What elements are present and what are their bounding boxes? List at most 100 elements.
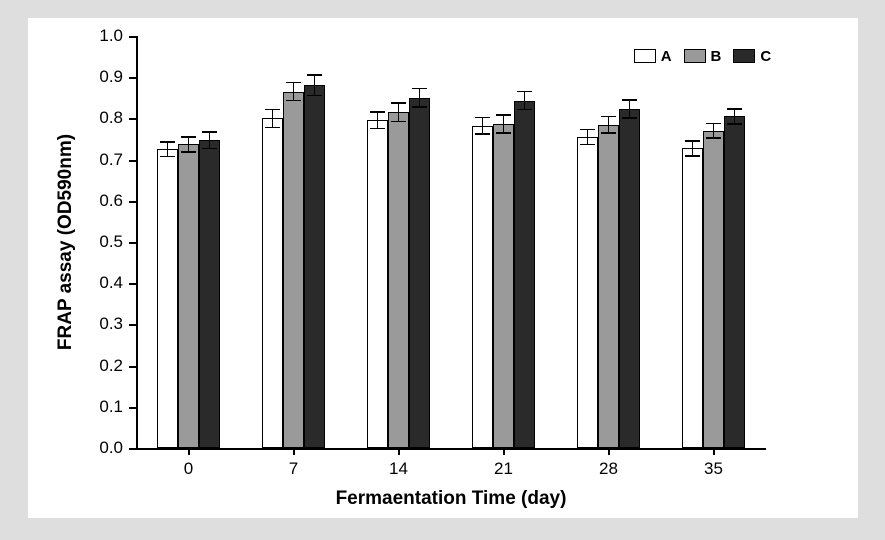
errorbar-cap	[475, 117, 490, 119]
errorbar-cap	[601, 132, 616, 134]
errorbar-stem	[503, 115, 505, 133]
x-tick	[713, 448, 715, 455]
errorbar-cap	[412, 106, 427, 108]
errorbar-stem	[734, 109, 736, 124]
y-tick-label: 0.4	[28, 273, 123, 293]
y-tick-label: 1.0	[28, 26, 123, 46]
errorbar-stem	[293, 83, 295, 101]
errorbar-stem	[398, 103, 400, 121]
bar-B	[493, 124, 514, 448]
y-tick	[129, 324, 136, 326]
errorbar-stem	[167, 142, 169, 157]
legend-swatch-A	[634, 49, 656, 63]
errorbar-cap	[286, 100, 301, 102]
bar-C	[619, 109, 640, 448]
errorbar-cap	[580, 129, 595, 131]
bar-A	[157, 149, 178, 448]
errorbar-cap	[580, 144, 595, 146]
x-tick	[608, 448, 610, 455]
y-tick-label: 0.9	[28, 67, 123, 87]
y-tick-label: 0.7	[28, 150, 123, 170]
y-tick-label: 0.5	[28, 232, 123, 252]
legend-swatch-B	[684, 49, 706, 63]
bar-A	[367, 120, 388, 448]
errorbar-stem	[692, 141, 694, 156]
errorbar-cap	[622, 117, 637, 119]
bar-B	[703, 131, 724, 448]
bar-B	[283, 92, 304, 448]
x-axis-line	[136, 448, 766, 450]
legend-label-A: A	[661, 48, 672, 65]
errorbar-cap	[706, 123, 721, 125]
bar-A	[577, 137, 598, 448]
errorbar-stem	[209, 132, 211, 148]
bar-A	[472, 126, 493, 448]
x-tick-label: 21	[494, 459, 513, 479]
x-tick-label: 28	[599, 459, 618, 479]
errorbar-cap	[685, 140, 700, 142]
bar-A	[262, 118, 283, 448]
bar-B	[178, 144, 199, 448]
x-tick-label: 0	[184, 459, 193, 479]
errorbar-cap	[181, 136, 196, 138]
x-tick	[188, 448, 190, 455]
x-tick-label: 7	[289, 459, 298, 479]
y-tick-label: 0.1	[28, 397, 123, 417]
errorbar-cap	[202, 148, 217, 150]
legend-swatch-C	[733, 49, 755, 63]
y-axis-line	[136, 36, 138, 450]
errorbar-stem	[377, 112, 379, 128]
y-tick-label: 0.0	[28, 438, 123, 458]
errorbar-cap	[160, 156, 175, 158]
errorbar-cap	[202, 131, 217, 133]
x-axis-label: Fermaentation Time (day)	[336, 488, 567, 510]
y-tick	[129, 366, 136, 368]
y-tick-label: 0.6	[28, 191, 123, 211]
legend-label-B: B	[711, 48, 722, 65]
errorbar-cap	[370, 111, 385, 113]
bar-C	[304, 85, 325, 448]
y-tick	[129, 118, 136, 120]
errorbar-stem	[419, 89, 421, 107]
x-tick	[293, 448, 295, 455]
bar-B	[388, 112, 409, 448]
errorbar-cap	[370, 128, 385, 130]
x-tick	[503, 448, 505, 455]
errorbar-cap	[265, 109, 280, 111]
errorbar-cap	[286, 82, 301, 84]
errorbar-stem	[314, 75, 316, 96]
y-tick	[129, 160, 136, 162]
errorbar-stem	[608, 116, 610, 132]
errorbar-cap	[181, 151, 196, 153]
errorbar-stem	[272, 109, 274, 127]
y-tick-label: 0.2	[28, 356, 123, 376]
legend-label-C: C	[760, 48, 771, 65]
errorbar-stem	[482, 118, 484, 134]
y-tick-label: 0.3	[28, 314, 123, 334]
errorbar-stem	[188, 137, 190, 152]
errorbar-cap	[307, 95, 322, 97]
errorbar-cap	[160, 141, 175, 143]
errorbar-cap	[622, 99, 637, 101]
errorbar-stem	[524, 92, 526, 110]
y-tick	[129, 201, 136, 203]
x-tick-label: 14	[389, 459, 408, 479]
errorbar-cap	[391, 102, 406, 104]
errorbar-stem	[629, 100, 631, 118]
y-tick	[129, 283, 136, 285]
errorbar-cap	[496, 132, 511, 134]
y-tick	[129, 242, 136, 244]
y-tick	[129, 77, 136, 79]
bar-C	[199, 140, 220, 448]
errorbar-cap	[685, 155, 700, 157]
errorbar-stem	[587, 130, 589, 145]
errorbar-cap	[601, 116, 616, 118]
legend: A B C	[634, 48, 772, 65]
errorbar-cap	[517, 91, 532, 93]
x-tick-label: 35	[704, 459, 723, 479]
plot-area	[136, 36, 766, 448]
bar-C	[724, 116, 745, 448]
errorbar-cap	[517, 109, 532, 111]
errorbar-cap	[412, 88, 427, 90]
errorbar-cap	[727, 123, 742, 125]
